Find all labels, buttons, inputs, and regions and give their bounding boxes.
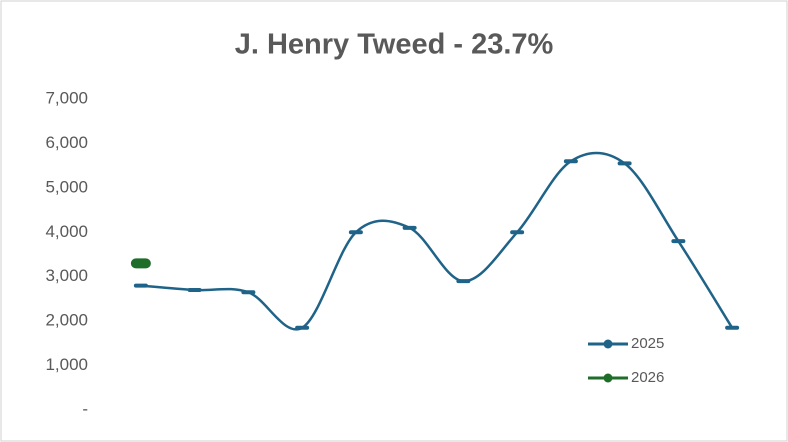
y-tick-label: 1,000 — [45, 355, 88, 374]
y-tick-label: 3,000 — [45, 266, 88, 285]
data-marker — [563, 159, 578, 164]
data-marker — [617, 161, 632, 166]
legend-label: 2026 — [631, 369, 664, 386]
data-marker — [402, 225, 417, 230]
y-tick-label: 6,000 — [45, 133, 88, 152]
data-marker — [671, 239, 686, 244]
data-marker — [725, 325, 740, 330]
data-marker — [130, 258, 151, 269]
y-tick-label: 5,000 — [45, 177, 88, 196]
data-marker — [510, 230, 525, 235]
legend-marker — [603, 373, 613, 383]
data-marker — [187, 288, 202, 293]
data-marker — [295, 325, 310, 330]
data-marker — [241, 290, 256, 295]
chart-title: J. Henry Tweed - 23.7% — [235, 29, 554, 61]
legend-marker — [603, 339, 613, 349]
y-tick-label: - — [82, 399, 88, 418]
data-marker — [348, 230, 363, 235]
y-tick-label: 2,000 — [45, 311, 88, 330]
data-marker — [133, 283, 148, 288]
data-marker — [456, 279, 471, 284]
legend-label: 2025 — [631, 335, 664, 352]
y-tick-label: 4,000 — [45, 222, 88, 241]
y-tick-label: 7,000 — [45, 88, 88, 107]
